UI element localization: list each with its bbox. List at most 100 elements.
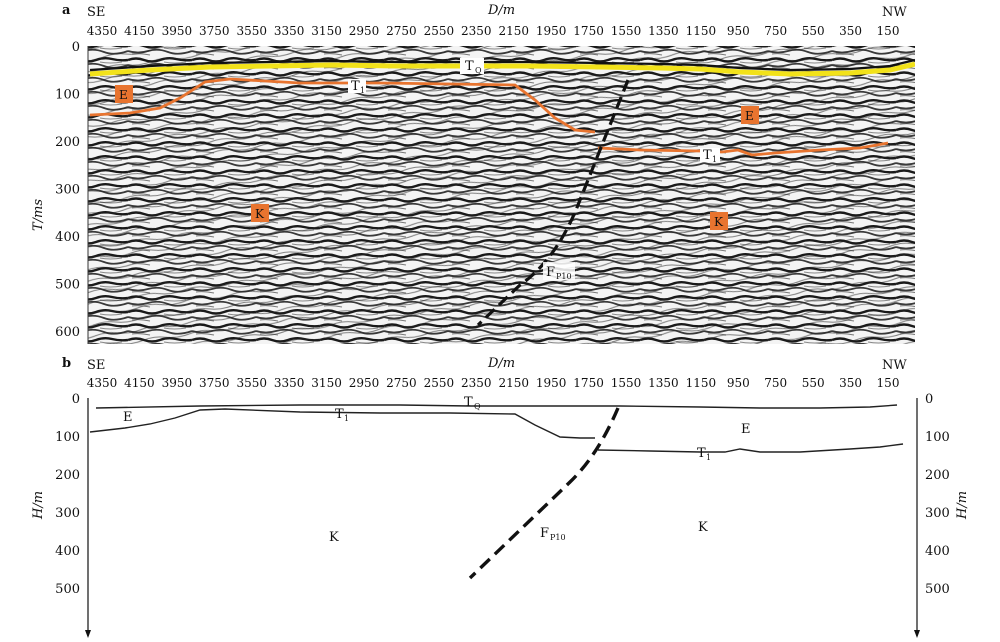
panel-b-x-tick-label: 4350 [87,376,118,390]
panel-a-x-axis-label: D/m [487,3,515,18]
svg-text:T: T [465,59,474,74]
panel-a-x-tick-label: 1950 [536,24,567,38]
panel-b-x-tick-label: 2350 [461,376,492,390]
panel-a-x-tick-label: 1750 [573,24,604,38]
panel-a-label-t1-lower: T 1 [700,148,720,164]
svg-text:1: 1 [712,155,717,164]
panel-b-dir-right: NW [882,358,907,373]
svg-text:T: T [351,79,360,94]
panel-b-x-tick-label: 2950 [349,376,380,390]
panel-b-x-tick-label: 1550 [611,376,642,390]
panel-b-x-tick-label: 550 [802,376,825,390]
panel-b-y-tick-label-left: 0 [72,392,80,407]
svg-text:P10: P10 [556,272,572,281]
panel-a-label-k-right: K [710,212,728,230]
svg-text:1: 1 [344,414,349,423]
panel-a-y-tick-label: 0 [72,40,80,55]
panel-a-x-tick-label: 3750 [199,24,230,38]
panel-a-x-tick-label: 2350 [461,24,492,38]
panel-b-tq-line [95,404,898,409]
panel-a-x-tick-label: 950 [727,24,750,38]
svg-text:Q: Q [474,402,481,411]
panel-b-y-tick-label-left: 100 [55,430,80,445]
panel-a-x-tick-label: 1150 [686,24,717,38]
panel-a-letter: a [62,3,71,18]
panel-b-x-axis-label: D/m [487,356,515,371]
panel-a-label-e-left: E [115,85,133,103]
panel-b-x-tick-label: 1750 [573,376,604,390]
panel-a-y-tick-label: 200 [55,135,80,150]
panel-b-x-tick-label: 3750 [199,376,230,390]
t1-horizon-lower [597,141,889,157]
panel-b-right-axis-arrow [914,630,920,638]
svg-text:T: T [697,446,706,461]
panel-b-x-tick-label: 3550 [236,376,267,390]
panel-b-y-tick-label-right: 200 [925,468,950,483]
panel-b-x-tick-label: 4150 [124,376,155,390]
svg-text:F: F [546,265,555,280]
panel-b-x-tick-label: 1150 [686,376,717,390]
panel-a-x-tick-label: 2750 [386,24,417,38]
panel-b-x-tick-label: 2150 [498,376,529,390]
panel-b-y-tick-label-left: 400 [55,544,80,559]
panel-a-x-tick-label: 3150 [311,24,342,38]
t1-horizon-upper [89,77,596,134]
panel-a-y-tick-label: 300 [55,183,80,198]
panel-b-y-tick-label-right: 500 [925,582,950,597]
svg-text:1: 1 [360,86,365,95]
panel-b-x-tick-label: 750 [764,376,787,390]
panel-a-x-tick-label: 2950 [349,24,380,38]
panel-b-label-tq: T Q [464,395,481,411]
panel-a-x-tick-label: 750 [764,24,787,38]
panel-b-y-tick-label-left: 200 [55,468,80,483]
panel-a-x-tick-label: 550 [802,24,825,38]
panel-a-y-tick-label: 100 [55,88,80,103]
panel-b-label-t1-upper: T 1 [335,407,349,423]
panel-b-dir-left: SE [87,358,105,373]
panel-b-y-tick-label-right: 100 [925,430,950,445]
panel-b-y-tick-label-left: 500 [55,582,80,597]
panel-b-y-tick-label-right: 0 [925,392,933,407]
panel-b-label-fault: F P10 [540,526,566,542]
svg-text:K: K [714,215,724,229]
panel-b-x-ticks: 4350 4150 3950 3750 3550 3350 3150 2950 2750 2550… [87,376,900,390]
panel-a-x-tick-label: 3350 [274,24,305,38]
panel-a-x-tick-label: 1550 [611,24,642,38]
panel-b-x-tick-label: 3950 [162,376,193,390]
panel-a-x-tick-label: 2550 [424,24,455,38]
panel-a-x-tick-label: 3950 [162,24,193,38]
panel-a-y-tick-label: 600 [55,325,80,340]
panel-b-y-ticks-right: 0 100 200 300 400 500 [925,392,950,597]
svg-text:T: T [464,395,473,410]
panel-a-y-tick-label: 500 [55,278,80,293]
panel-b-x-tick-label: 1950 [536,376,567,390]
panel-b-x-tick-label: 3150 [311,376,342,390]
panel-a-dir-left: SE [87,5,105,20]
panel-b-x-tick-label: 950 [727,376,750,390]
panel-b-t1-lower-line [597,443,904,453]
panel-a-x-tick-label: 3550 [236,24,267,38]
panel-b-x-tick-label: 3350 [274,376,305,390]
tq-horizon-yellow [89,61,915,77]
panel-b-label-e-left: E [123,410,133,425]
svg-text:T: T [335,407,344,422]
panel-a-label-k-left: K [251,204,269,222]
panel-b-x-tick-label: 2550 [424,376,455,390]
panel-b-label-k-right: K [698,520,708,535]
panel-b-letter: b [62,356,71,371]
fault-fp10 [476,79,630,327]
panel-b-label-t1-lower: T 1 [697,446,711,462]
panel-a-label-t1-upper: T 1 [348,79,366,95]
svg-text:P10: P10 [550,533,566,542]
panel-b-left-axis-arrow [85,630,91,638]
panel-a-label-tq: T Q [460,58,484,75]
svg-text:E: E [119,88,128,102]
svg-text:F: F [540,526,549,541]
svg-text:Q: Q [475,66,482,75]
panel-a-dir-right: NW [882,5,907,20]
panel-b-y-tick-label-right: 300 [925,506,950,521]
panel-a-x-tick-label: 1350 [648,24,679,38]
panel-b-t1-upper-line [89,408,595,439]
panel-b-x-tick-label: 1350 [648,376,679,390]
